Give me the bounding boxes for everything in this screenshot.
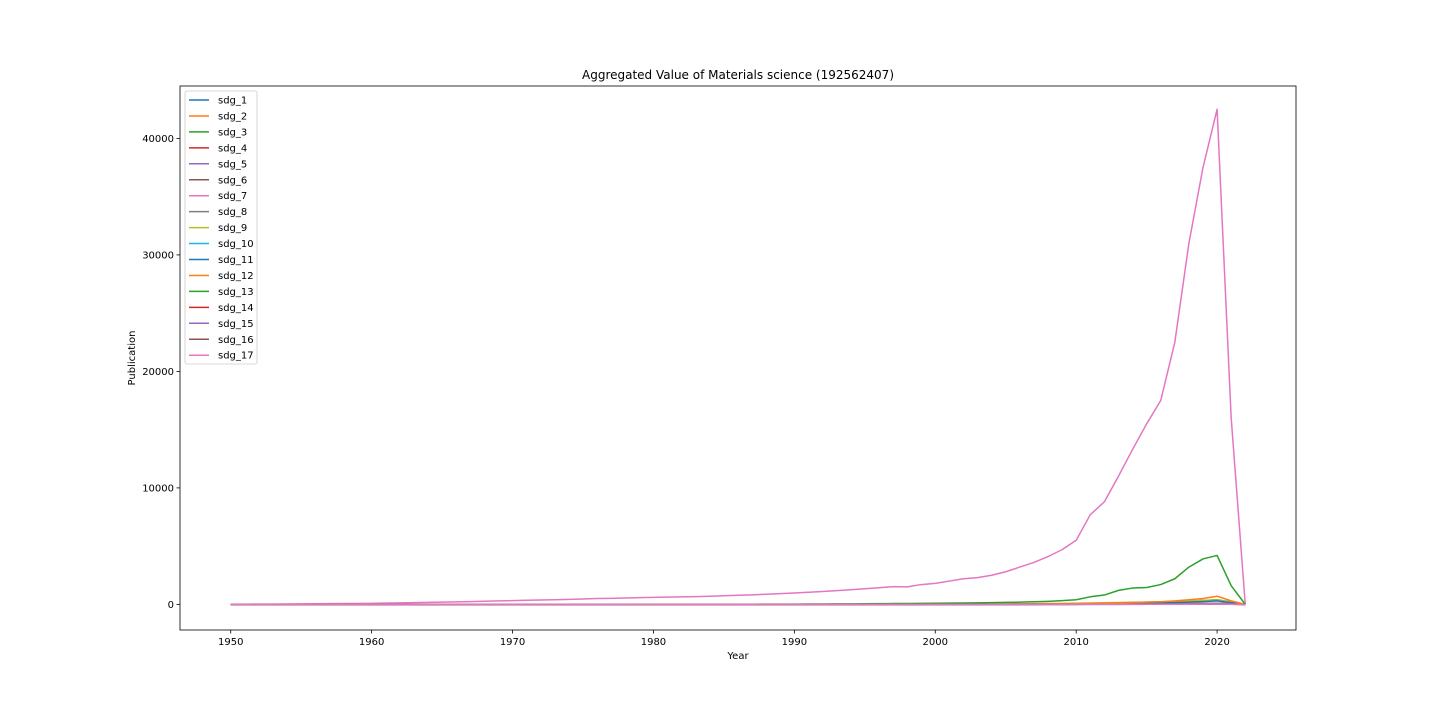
chart-title: Aggregated Value of Materials science (1… [582, 68, 894, 82]
y-tick-label: 10000 [142, 483, 174, 494]
x-tick-label: 1990 [782, 637, 807, 648]
legend-label: sdg_14 [218, 303, 254, 314]
y-tick-label: 0 [168, 600, 174, 611]
legend-label: sdg_11 [218, 255, 254, 266]
legend-label: sdg_1 [218, 96, 247, 107]
x-tick-label: 1950 [218, 637, 243, 648]
y-axis-ticks: 0 10000 20000 30000 40000 [142, 134, 180, 611]
legend-label: sdg_3 [218, 127, 247, 138]
plot-area [179, 85, 1297, 631]
x-axis-label: Year [726, 651, 749, 662]
y-tick-label: 30000 [142, 250, 174, 261]
legend-label: sdg_13 [218, 287, 254, 298]
legend-label: sdg_2 [218, 111, 247, 122]
legend-label: sdg_4 [218, 143, 247, 154]
legend-label: sdg_15 [218, 319, 254, 330]
legend-box [184, 90, 258, 365]
x-tick-label: 2020 [1204, 637, 1229, 648]
legend-label: sdg_16 [218, 335, 254, 346]
legend-label: sdg_7 [218, 191, 247, 202]
x-tick-label: 2010 [1063, 637, 1088, 648]
x-tick-label: 2000 [923, 637, 948, 648]
x-axis-ticks: 1950 1960 1970 1980 1990 2000 2010 2020 [218, 630, 1230, 648]
series-layer [230, 108, 1247, 606]
legend-label: sdg_17 [218, 351, 254, 362]
legend-label: sdg_6 [218, 175, 247, 186]
legend-label: sdg_12 [218, 271, 254, 282]
y-axis-label: Publication [127, 331, 138, 386]
y-tick-label: 40000 [142, 134, 174, 145]
x-tick-label: 1980 [641, 637, 666, 648]
y-tick-label: 20000 [142, 367, 174, 378]
legend-label: sdg_9 [218, 223, 247, 234]
legend-label: sdg_5 [218, 159, 247, 170]
series-line-sdg-7 [230, 108, 1247, 606]
legend-label: sdg_8 [218, 207, 247, 218]
legend: sdg_1 sdg_2 sdg_3 sdg_4 sdg_5 sdg_6 sdg_7 sdg_8… [184, 90, 258, 365]
plot-frame [179, 85, 1297, 631]
x-tick-label: 1960 [359, 637, 384, 648]
legend-label: sdg_10 [218, 239, 254, 250]
legend-items: sdg_1 sdg_2 sdg_3 sdg_4 sdg_5 sdg_6 sdg_7 sdg_8… [189, 96, 254, 362]
x-tick-label: 1970 [500, 637, 525, 648]
